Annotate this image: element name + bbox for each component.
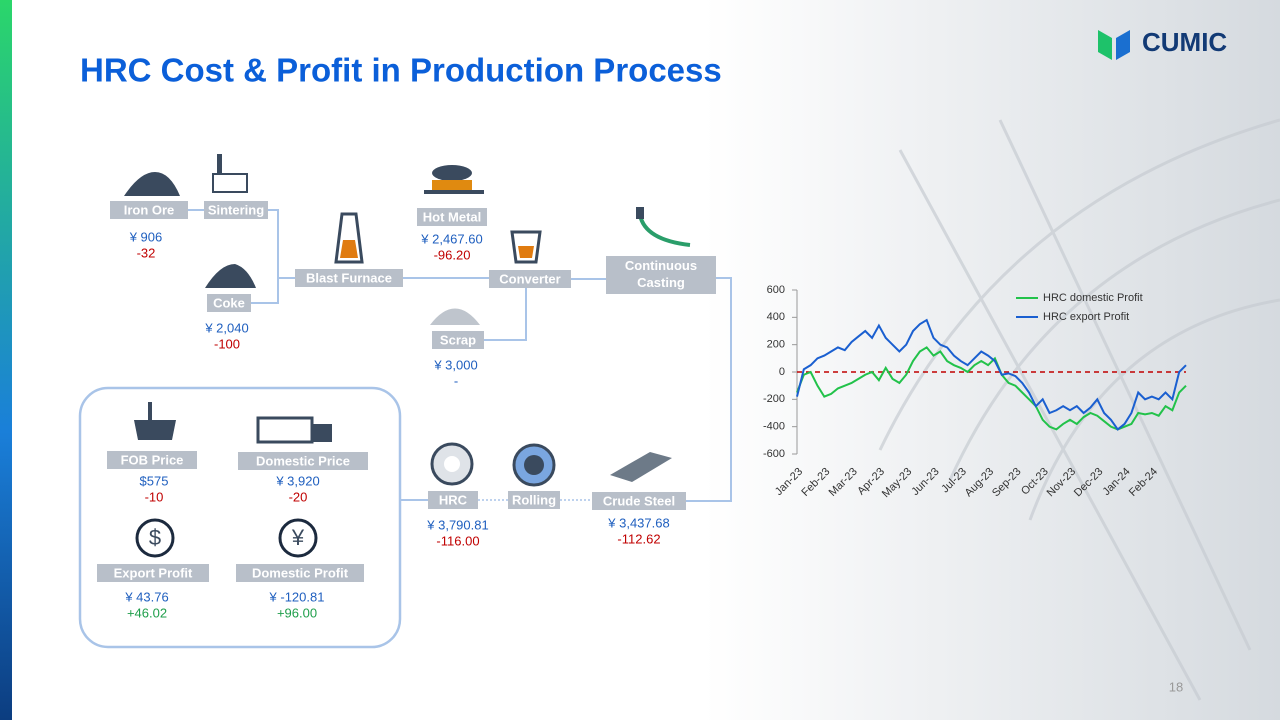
node-label: Converter	[499, 271, 560, 286]
node-box	[592, 492, 686, 510]
node-price: ¥ 43.76	[124, 589, 168, 604]
node-label: Hot Metal	[423, 209, 482, 224]
page-number: 18	[1169, 679, 1183, 694]
node-box	[110, 201, 188, 219]
yen-icon: ¥	[291, 525, 305, 550]
line-series	[796, 346, 1187, 431]
node-change: -112.62	[617, 531, 660, 546]
y-tick-label: 0	[779, 366, 785, 378]
y-tick-label: -600	[763, 448, 785, 460]
node-change: +46.02	[127, 605, 167, 620]
node-label: Domestic Price	[256, 453, 350, 468]
node-change: -20	[289, 489, 308, 504]
node-label: Coke	[213, 295, 245, 310]
y-tick-label: -200	[763, 393, 785, 405]
node-box	[295, 269, 403, 287]
node-label: FOB Price	[121, 452, 184, 467]
node-box	[107, 451, 197, 469]
y-tick-label: 200	[767, 339, 785, 351]
node-label: Scrap	[440, 332, 476, 347]
logo-text: CUMIC	[1142, 27, 1227, 57]
node-price: $575	[140, 473, 169, 488]
node-label: Continuous Casting	[625, 258, 697, 290]
connectors	[78, 209, 732, 649]
side-stripe	[0, 0, 12, 720]
dollar-icon: $	[149, 525, 161, 550]
node-price: ¥ 3,000	[433, 357, 477, 372]
node-box	[207, 294, 251, 312]
building-photo	[878, 118, 1280, 701]
node-change: -116.00	[436, 533, 479, 548]
node-change: -100	[214, 336, 240, 351]
y-tick-label: -400	[763, 421, 785, 433]
legend-label: HRC export Profit	[1043, 311, 1129, 323]
node-label: Domestic Profit	[252, 565, 349, 580]
line-series	[796, 318, 1187, 431]
node-label: Sintering	[208, 202, 264, 217]
legend-label: HRC domestic Profit	[1043, 292, 1143, 304]
node-price: ¥ 2,040	[204, 320, 248, 335]
node-label: Export Profit	[114, 565, 193, 580]
node-label: Crude Steel	[603, 493, 675, 508]
node-price: ¥ -120.81	[269, 589, 325, 604]
logo: CUMIC	[1098, 27, 1227, 60]
node-box	[428, 491, 478, 509]
node-box	[238, 452, 368, 470]
node-box	[236, 564, 364, 582]
node-price: ¥ 3,790.81	[426, 517, 488, 532]
y-tick-label: 400	[767, 311, 785, 323]
node-box	[432, 331, 484, 349]
node-price: ¥ 906	[129, 229, 163, 244]
title: HRC Cost & Profit in Production Process	[80, 52, 722, 89]
node-change: -	[454, 373, 458, 388]
node-box	[204, 201, 268, 219]
icons: $ ¥	[124, 154, 691, 558]
node-box	[508, 491, 560, 509]
node-label: Blast Furnace	[306, 270, 392, 285]
node-label: Iron Ore	[124, 202, 175, 217]
node-box	[97, 564, 209, 582]
node-price: ¥ 2,467.60	[420, 231, 482, 246]
node-change: -10	[145, 489, 164, 504]
node-change: +96.00	[277, 605, 317, 620]
node-price: ¥ 3,437.68	[607, 515, 669, 530]
node-change: -32	[137, 245, 156, 260]
node-box	[417, 208, 487, 226]
node-box	[489, 270, 571, 288]
node-change: -96.20	[434, 247, 471, 262]
node-label: HRC	[439, 492, 468, 507]
node-label: Rolling	[512, 492, 556, 507]
node-price: ¥ 3,920	[275, 473, 319, 488]
node-box	[606, 256, 716, 294]
y-tick-label: 600	[767, 284, 785, 296]
